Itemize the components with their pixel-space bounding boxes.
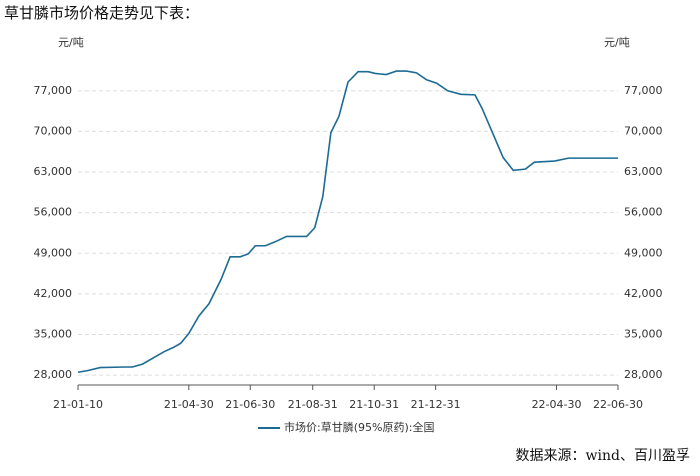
y2-tick-label: 70,000 (624, 124, 663, 137)
y-tick-label: 42,000 (34, 287, 73, 300)
x-tick-label: 21-06-30 (225, 398, 275, 411)
y2-tick-label: 35,000 (624, 328, 663, 341)
source: 数据来源：wind、百川盈孚 (516, 448, 690, 464)
x-tick-label: 22-06-30 (593, 398, 643, 411)
x-tick-label: 21-10-31 (349, 398, 399, 411)
y-unit: 元/吨 (58, 36, 84, 49)
y-tick-label: 49,000 (34, 246, 73, 259)
y2-unit: 元/吨 (604, 36, 630, 49)
y-tick-label: 28,000 (34, 368, 73, 381)
x-tick-label: 21-12-31 (411, 398, 461, 411)
y-tick-label: 70,000 (34, 124, 73, 137)
y2-tick-label: 63,000 (624, 165, 663, 178)
x-tick-label: 21-08-31 (288, 398, 338, 411)
y2-tick-label: 77,000 (624, 84, 663, 97)
y-tick-label: 56,000 (34, 206, 73, 219)
legend-label: 市场价:草甘膦(95%原药):全国 (284, 420, 434, 434)
y2-tick-label: 28,000 (624, 368, 663, 381)
x-tick-label: 22-04-30 (532, 398, 582, 411)
chart-title: 草甘膦市场价格走势见下表： (4, 4, 199, 22)
x-tick-label: 21-04-30 (164, 398, 214, 411)
line (77, 70, 618, 374)
y-tick-label: 77,000 (34, 84, 73, 97)
x-tick-label: 21-01-10 (53, 398, 103, 411)
y2-tick-label: 42,000 (624, 287, 663, 300)
y2-tick-label: 56,000 (624, 206, 663, 219)
y-tick-label: 63,000 (34, 165, 73, 178)
y-tick-label: 35,000 (34, 328, 73, 341)
y2-tick-label: 49,000 (624, 246, 663, 259)
